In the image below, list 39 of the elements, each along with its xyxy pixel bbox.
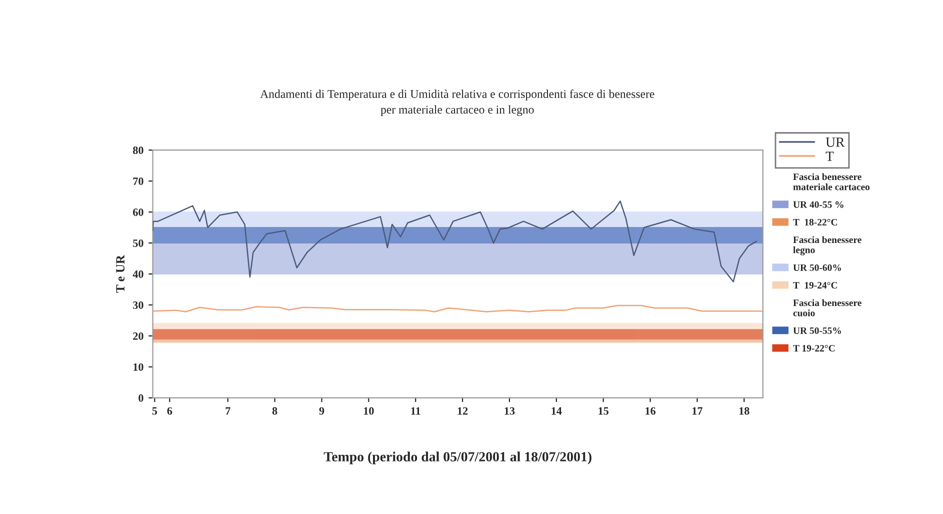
x-tick-label: 10	[364, 407, 374, 415]
x-tick-label: 16	[646, 407, 656, 415]
y-tick-label: 10	[134, 363, 144, 371]
y-tick-label: 40	[132, 270, 144, 278]
line-series	[152, 200, 757, 282]
text: Fascia benessere legno	[793, 236, 862, 256]
y-tick-label: 20	[133, 332, 144, 340]
x-tick-label: 13	[504, 407, 515, 415]
x-tick-label: 8	[272, 407, 278, 415]
x-tick-label: 9	[319, 407, 324, 415]
legend-label: UR	[826, 138, 845, 147]
y-tick-label: 0	[138, 394, 144, 402]
legend-label: UR 50-55%	[793, 327, 841, 334]
text: Fascia benessere cuoio	[793, 299, 862, 316]
line-series	[152, 304, 763, 312]
y-tick-label: 70	[133, 178, 144, 186]
legend-label: UR 50-60%	[793, 264, 841, 271]
x-tick-label: 11	[411, 407, 420, 415]
x-axis-title: Tempo (periodo dal 05/07/2001 al 18/07/2001)	[324, 452, 592, 464]
legend-label: T	[826, 152, 834, 161]
x-tick-label: 6	[167, 407, 172, 415]
x-tick-label: 12	[458, 407, 468, 415]
y-tick-label: 50	[133, 239, 144, 247]
x-tick-label: 14	[552, 407, 562, 415]
x-tick-label: 17	[692, 407, 702, 415]
chart-title: Andamenti di Temperatura e di Umidità relativa e corrispondenti fasce di benessere per materiale cartaceo e in legno	[260, 90, 654, 116]
legend-label: T 18-22°C	[793, 218, 838, 226]
x-tick-label: 7	[226, 407, 230, 415]
x-tick-label: 15	[598, 407, 608, 415]
y-axis-title: T e UR	[116, 254, 125, 293]
y-tick-label: 80	[132, 146, 144, 154]
text: Fascia benessere materiale cartaceo	[793, 173, 870, 190]
legend-label: UR 40-55 %	[793, 201, 844, 208]
y-tick-label: 30	[133, 301, 144, 309]
x-tick-label: 5	[152, 407, 158, 415]
y-tick-label: 60	[133, 208, 144, 216]
legend-label: T 19-24°C	[793, 282, 838, 289]
legend-label: T 19-22°C	[793, 344, 835, 352]
x-tick-label: 18	[739, 407, 750, 415]
